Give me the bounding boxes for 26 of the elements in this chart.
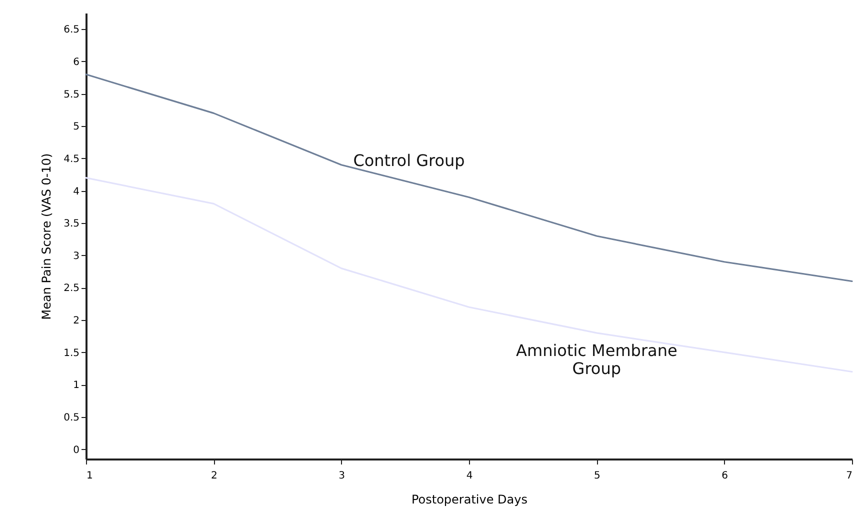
y-tick-label: 1.5 — [64, 348, 80, 359]
y-tick-label: 3 — [73, 250, 80, 262]
x-tick-label: 6 — [722, 470, 728, 482]
x-tick-label: 5 — [594, 470, 600, 482]
series-label: Control Group — [353, 151, 465, 170]
x-tick-label: 7 — [846, 470, 852, 482]
y-tick-label: 5.5 — [64, 89, 80, 100]
y-tick-label: 2.5 — [64, 283, 80, 294]
y-tick-label: 0 — [73, 444, 80, 456]
y-tick-label: 0.5 — [64, 412, 80, 424]
y-tick-label: 4 — [73, 186, 80, 198]
series-label: Amniotic Membrane Group — [516, 340, 678, 378]
y-tick-label: 6 — [73, 56, 80, 68]
y-tick-label: 4.5 — [64, 154, 80, 165]
x-axis-title: Postoperative Days — [411, 492, 528, 506]
y-tick-label: 6.5 — [64, 24, 80, 36]
y-tick-label: 2 — [73, 316, 80, 327]
x-tick-label: 2 — [210, 470, 218, 482]
y-axis-title: Mean Pain Score (VAS 0-10) — [40, 153, 54, 320]
x-tick-label: 3 — [338, 470, 346, 482]
x-tick-label: 1 — [86, 470, 93, 482]
y-tick-label: 1 — [73, 380, 80, 392]
y-tick-label: 3.5 — [64, 218, 80, 230]
y-tick-label: 5 — [73, 122, 80, 133]
x-tick-label: 4 — [466, 470, 473, 482]
line-series — [85, 74, 853, 282]
